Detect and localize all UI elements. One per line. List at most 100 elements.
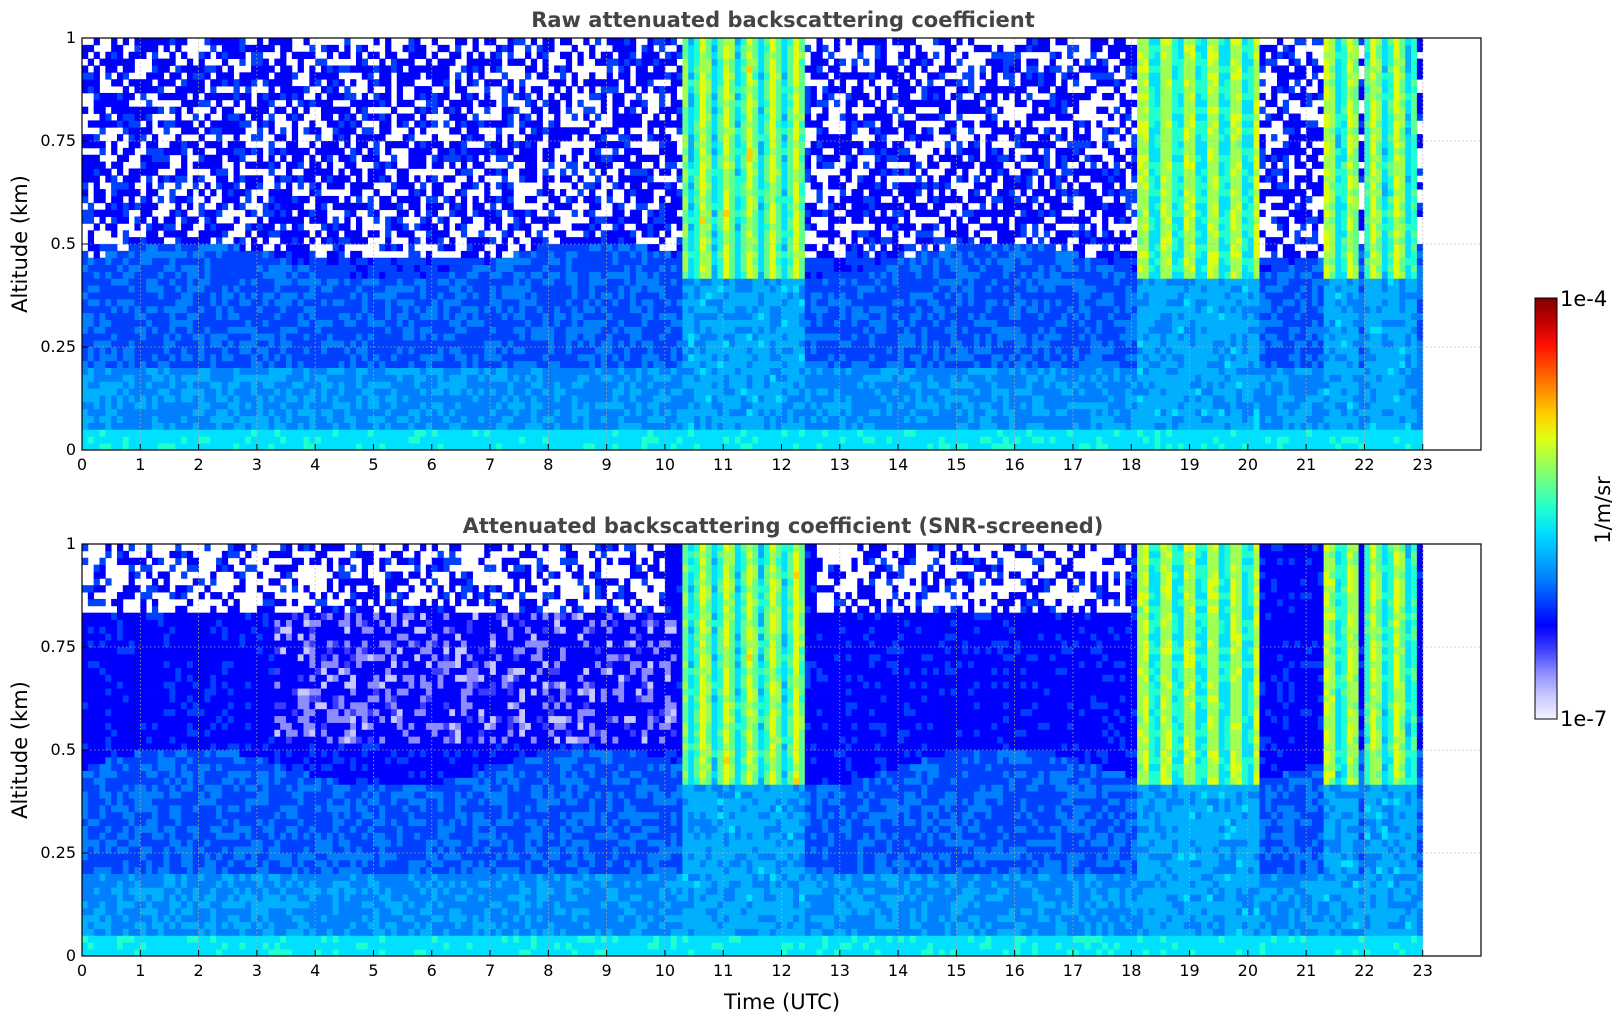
heatmap-cell [641, 58, 648, 66]
heatmap-cell [629, 381, 637, 389]
heatmap-cell [309, 271, 316, 279]
heatmap-cell [350, 298, 357, 307]
heatmap-cell [355, 230, 363, 238]
heatmap-cell [309, 436, 316, 444]
heatmap-cell [286, 244, 293, 252]
heatmap-cell [402, 278, 409, 286]
heatmap-cell [140, 395, 147, 403]
heatmap-cell [600, 312, 608, 320]
heatmap-cell [192, 374, 199, 382]
heatmap-cell [402, 408, 409, 417]
heatmap-cell [151, 408, 159, 417]
heatmap-cell [111, 195, 118, 204]
heatmap-cell [146, 429, 153, 437]
heatmap-cell [116, 44, 124, 53]
heatmap-cell [641, 395, 648, 403]
heatmap-cell [653, 408, 660, 417]
heatmap-cell [565, 360, 573, 368]
heatmap-cell [460, 408, 468, 417]
heatmap-cell [326, 141, 334, 149]
heatmap-cell [606, 367, 613, 375]
heatmap-cell [151, 147, 159, 156]
heatmap-cell [291, 264, 299, 272]
heatmap-cell [140, 237, 147, 245]
heatmap-cell [589, 312, 596, 320]
heatmap-cell [490, 147, 497, 156]
heatmap-cell [82, 319, 89, 327]
heatmap-cell [216, 161, 223, 169]
heatmap-cell [251, 175, 258, 183]
heatmap-cell [221, 182, 229, 190]
heatmap-cell [670, 216, 677, 224]
heatmap-cell [204, 285, 211, 293]
heatmap-cell [420, 340, 427, 348]
heatmap-cell [606, 333, 613, 341]
heatmap-cell [373, 319, 380, 327]
heatmap-cell [111, 367, 118, 375]
heatmap-cell [350, 257, 357, 265]
heatmap-cell [629, 429, 637, 437]
heatmap-cell [682, 147, 689, 156]
heatmap-cell [629, 189, 637, 197]
heatmap-cell [355, 347, 363, 355]
heatmap-cell [309, 374, 316, 382]
heatmap-cell [198, 257, 205, 265]
heatmap-cell [618, 298, 625, 307]
heatmap-cell [431, 175, 438, 183]
heatmap-cell [297, 250, 304, 259]
heatmap-cell [239, 202, 246, 211]
heatmap-cell [128, 436, 135, 444]
heatmap-cell [245, 147, 252, 156]
heatmap-cell [519, 223, 526, 231]
heatmap-cell [186, 65, 194, 73]
heatmap-cell [501, 312, 508, 320]
heatmap-cell [216, 257, 223, 265]
heatmap-cell [490, 408, 497, 417]
heatmap-cell [344, 333, 351, 341]
heatmap-cell [659, 86, 666, 94]
heatmap-cell [612, 278, 619, 286]
heatmap-cell [280, 292, 287, 300]
heatmap-cell [297, 312, 304, 320]
heatmap-cell [116, 106, 124, 114]
heatmap-cell [559, 429, 567, 437]
heatmap-cell [414, 264, 421, 272]
heatmap-cell [268, 395, 275, 403]
heatmap-cell [385, 44, 392, 53]
heatmap-cell [466, 333, 473, 341]
heatmap-cell [629, 38, 637, 46]
heatmap-cell [192, 161, 199, 169]
heatmap-cell [396, 230, 404, 238]
heatmap-cell [344, 195, 351, 204]
heatmap-cell [280, 443, 287, 451]
heatmap-cell [525, 99, 532, 108]
heatmap-cell [355, 367, 363, 375]
heatmap-cell [163, 65, 170, 73]
heatmap-cell [530, 395, 538, 403]
heatmap-cell [280, 360, 287, 368]
heatmap-cell [600, 429, 608, 437]
heatmap-cell [600, 340, 608, 348]
heatmap-cell [437, 347, 444, 355]
heatmap-cell [111, 443, 118, 451]
heatmap-cell [274, 106, 281, 114]
heatmap-cell [629, 340, 637, 348]
heatmap-cell [612, 298, 619, 307]
heatmap-cell [653, 244, 660, 252]
heatmap-cell [612, 120, 619, 128]
heatmap-cell [402, 292, 409, 300]
heatmap-cell [344, 161, 351, 169]
heatmap-cell [99, 99, 106, 108]
heatmap-cell [338, 65, 345, 73]
heatmap-cell [315, 312, 322, 320]
heatmap-cell [536, 340, 543, 348]
heatmap-cell [122, 99, 130, 108]
heatmap-cell [402, 395, 409, 403]
heatmap-cell [513, 353, 520, 362]
heatmap-cell [437, 367, 444, 375]
heatmap-cell [210, 436, 217, 444]
heatmap-cell [256, 333, 264, 341]
heatmap-cell [355, 353, 363, 362]
heatmap-cell [151, 443, 159, 451]
heatmap-cell [425, 381, 433, 389]
